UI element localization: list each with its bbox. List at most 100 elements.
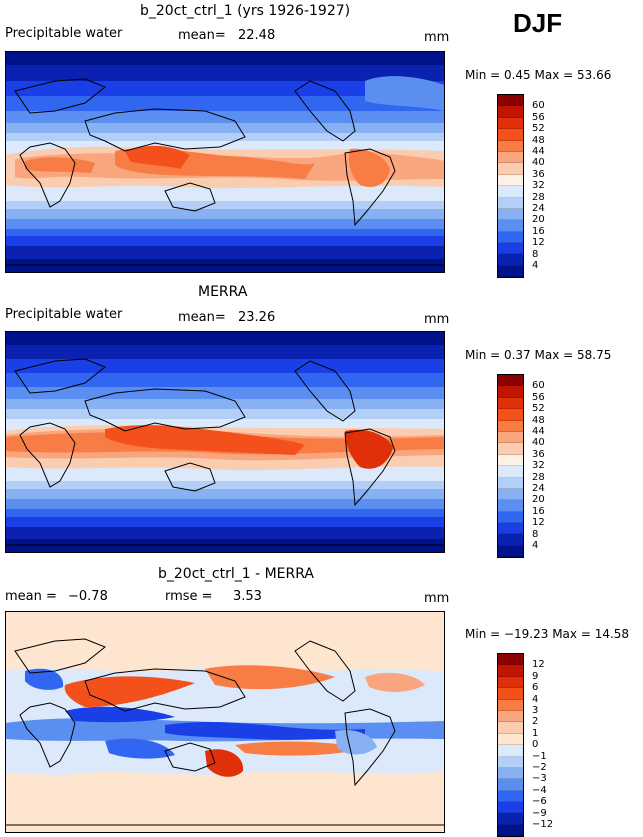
colorbar-tick-label: 8	[532, 528, 539, 540]
band	[25, 668, 64, 690]
colorbar-swatch	[498, 500, 523, 512]
panel-model-mean-value: 22.48	[238, 28, 276, 43]
colorbar-tick-label: 56	[532, 111, 545, 123]
colorbar-tick-label: 4	[532, 540, 539, 551]
band	[345, 429, 393, 469]
colorbar-swatch	[498, 254, 523, 266]
colorbar-tick-label: 12	[532, 517, 545, 529]
colorbar-tick-label: 28	[532, 471, 545, 483]
colorbar-tick-label: 2	[532, 716, 539, 728]
colorbar-tick-label: 20	[532, 214, 545, 226]
colorbar-tick-label: 24	[532, 483, 545, 494]
panel-diff-minmax: Min = −19.23 Max = 14.58	[465, 627, 630, 641]
panel-model-minmax: Min = 0.45 Max = 53.66	[465, 68, 612, 82]
panel-obs-units: mm	[424, 312, 450, 327]
colorbar-swatch	[498, 208, 523, 221]
band	[235, 741, 365, 756]
diff-colorbar-swatches	[497, 653, 524, 837]
band	[65, 706, 175, 723]
colorbar-swatch	[498, 779, 523, 791]
colorbar-tick-label: 16	[532, 505, 545, 517]
map-frame	[5, 331, 445, 553]
coastlines	[5, 358, 445, 546]
panel-diff-rmse-value: 3.53	[233, 589, 262, 604]
panel-model-variable: Precipitable water	[5, 26, 123, 41]
diff-map	[5, 611, 445, 833]
colorbar-tick-label: 0	[532, 739, 539, 751]
band	[64, 676, 195, 707]
map-frame	[5, 51, 445, 273]
colorbar-tick-label: 56	[532, 391, 545, 403]
colorbar-tick-label: 48	[532, 134, 545, 146]
model-pw-map-svg	[5, 51, 445, 273]
colorbar-swatch	[498, 665, 523, 677]
band	[205, 749, 244, 777]
colorbar-tick-label: 44	[532, 146, 545, 157]
colorbar-swatch	[498, 466, 523, 478]
colorbar-swatch	[498, 654, 523, 666]
band	[348, 148, 390, 188]
season-label: DJF	[513, 8, 563, 38]
colorbar-swatch	[498, 790, 523, 803]
colorbar-swatch	[498, 174, 523, 187]
colorbar-tick-label: 1	[532, 727, 539, 739]
colorbar-tick-label: 8	[532, 248, 539, 260]
colorbar-tick-label: 12	[532, 237, 545, 249]
model-colorbar	[497, 94, 524, 279]
colorbar-swatch	[498, 710, 523, 723]
band	[205, 665, 335, 690]
colorbar-swatch	[498, 375, 523, 387]
colorbar-swatch	[498, 813, 523, 825]
colorbar-tick-label: 36	[532, 448, 545, 460]
colorbar-swatch	[498, 265, 523, 278]
colorbar-tick-label: −1	[532, 750, 547, 762]
colorbar-swatch	[498, 454, 523, 467]
obs-colorbar-swatches	[497, 374, 524, 559]
colorbar-swatch	[498, 824, 523, 837]
colorbar-tick-label: −12	[532, 819, 554, 830]
band	[365, 672, 425, 692]
colorbar-tick-label: 12	[532, 659, 545, 671]
panel-model-title: b_20ct_ctrl_1 (yrs 1926-1927)	[140, 3, 351, 19]
colorbar-tick-label: −2	[532, 762, 547, 773]
colorbar-tick-label: 52	[532, 123, 545, 135]
colorbar-tick-label: 9	[532, 670, 539, 682]
model-colorbar-swatches	[497, 94, 524, 279]
colorbar-swatch	[498, 676, 523, 689]
colorbar-tick-label: 32	[532, 460, 545, 472]
colorbar-swatch	[498, 140, 523, 152]
colorbar-swatch	[498, 386, 523, 398]
colorbar-swatch	[498, 420, 523, 432]
colorbar-tick-label: 60	[532, 100, 545, 112]
colorbar-tick-label: 16	[532, 225, 545, 237]
panel-diff-rmse-label: rmse =	[165, 589, 213, 604]
obs-pw-map-svg	[5, 331, 445, 553]
colorbar-swatch	[498, 95, 523, 107]
colorbar-swatch	[498, 523, 523, 535]
panel-obs-title: MERRA	[198, 284, 248, 300]
colorbar-swatch	[498, 163, 523, 175]
band	[125, 145, 190, 169]
diff-map-svg	[5, 611, 445, 833]
colorbar-swatch	[498, 231, 523, 244]
colorbar-swatch	[498, 397, 523, 410]
band	[165, 721, 365, 740]
colorbar-swatch	[498, 477, 523, 489]
colorbar-tick-label: 20	[532, 494, 545, 506]
band	[105, 425, 305, 455]
colorbar-swatch	[498, 688, 523, 700]
colorbar-swatch	[498, 129, 523, 141]
model-pw-map	[5, 51, 445, 273]
colorbar-swatch	[498, 511, 523, 524]
colorbar-tick-label: 32	[532, 180, 545, 192]
colorbar-swatch	[498, 756, 523, 768]
obs-colorbar	[497, 374, 524, 559]
colorbar-swatch	[498, 220, 523, 232]
panel-diff-mean-label: mean =	[5, 589, 57, 604]
colorbar-tick-label: 48	[532, 414, 545, 426]
colorbar-swatch	[498, 488, 523, 501]
panel-diff-title: b_20ct_ctrl_1 - MERRA	[158, 566, 314, 582]
colorbar-tick-label: −9	[532, 807, 547, 819]
colorbar-tick-label: 28	[532, 191, 545, 203]
band	[365, 76, 445, 111]
